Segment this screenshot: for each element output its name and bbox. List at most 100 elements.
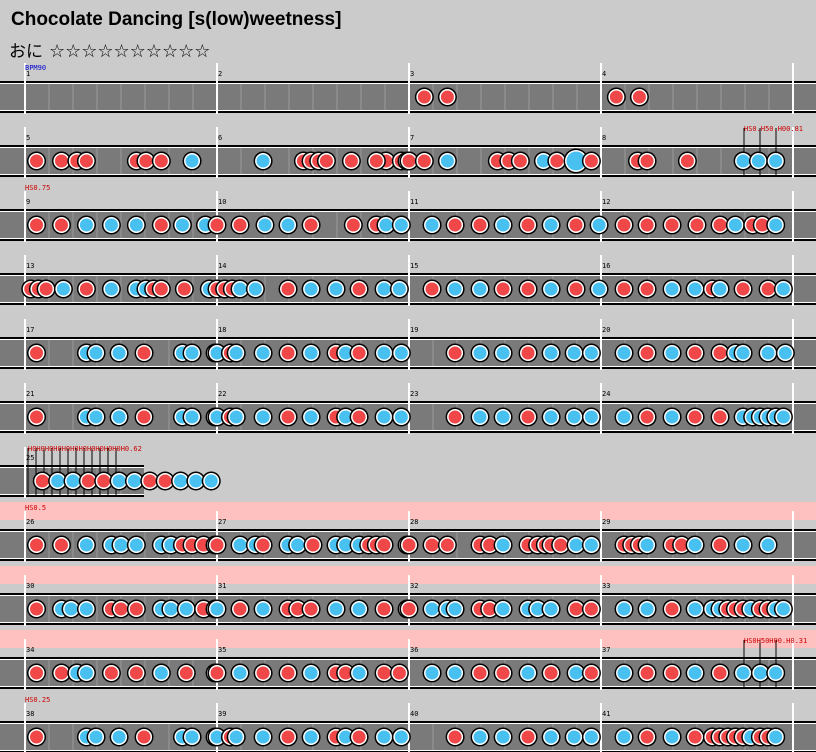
measure-number: 26 <box>26 518 34 526</box>
ka-note <box>473 282 487 296</box>
ka-note <box>114 538 128 552</box>
don-note <box>554 538 568 552</box>
ka-note <box>210 602 224 616</box>
don-note <box>417 90 431 104</box>
don-note <box>473 666 487 680</box>
ka-note <box>473 410 487 424</box>
don-note <box>304 218 318 232</box>
ka-note <box>256 154 270 168</box>
don-note <box>319 154 333 168</box>
ka-note <box>496 602 510 616</box>
ka-note <box>185 154 199 168</box>
ka-note <box>79 218 93 232</box>
don-note <box>79 154 93 168</box>
ka-note <box>281 218 295 232</box>
ka-note <box>104 218 118 232</box>
don-note <box>158 474 172 488</box>
ka-note <box>56 282 70 296</box>
ka-note <box>339 730 353 744</box>
ka-note <box>112 410 126 424</box>
ka-note <box>339 410 353 424</box>
hs-label: HS0.25 <box>25 696 50 704</box>
measure-number: 28 <box>410 518 418 526</box>
ka-note <box>567 346 581 360</box>
measure-number: 24 <box>602 390 610 398</box>
ka-note <box>567 410 581 424</box>
ka-note <box>544 410 558 424</box>
ka-note <box>127 474 141 488</box>
don-note <box>713 346 727 360</box>
don-note <box>521 218 535 232</box>
ka-note <box>210 730 224 744</box>
measure-number: 13 <box>26 262 34 270</box>
song-title: Chocolate Dancing [s(low)weetness] <box>11 9 342 30</box>
don-note <box>256 538 270 552</box>
don-note <box>35 474 49 488</box>
ka-note <box>592 218 606 232</box>
measure-number: 32 <box>410 582 418 590</box>
don-note <box>544 666 558 680</box>
don-note <box>392 666 406 680</box>
ka-note <box>448 282 462 296</box>
ka-note <box>448 602 462 616</box>
ka-note <box>567 730 581 744</box>
ka-note <box>229 410 243 424</box>
ka-note <box>89 346 103 360</box>
ka-note <box>66 474 80 488</box>
don-note <box>352 410 366 424</box>
don-note <box>233 218 247 232</box>
don-note <box>154 154 168 168</box>
measure-number: 14 <box>218 262 226 270</box>
don-note <box>402 538 416 552</box>
measure-number: 1 <box>26 70 30 78</box>
ka-note <box>377 410 391 424</box>
don-note <box>521 346 535 360</box>
ka-note <box>51 474 65 488</box>
ka-note <box>179 602 193 616</box>
ka-note <box>229 730 243 744</box>
don-note <box>352 282 366 296</box>
don-note <box>137 410 151 424</box>
don-note <box>81 474 95 488</box>
don-note <box>688 410 702 424</box>
measure-number: 38 <box>26 710 34 718</box>
ka-note <box>521 666 535 680</box>
don-note <box>640 346 654 360</box>
hs-label: HS0.H50.H00.81 <box>744 125 803 133</box>
don-note <box>339 666 353 680</box>
measure-number: 15 <box>410 262 418 270</box>
hs-label: HS0H50H00.H0.31 <box>744 637 807 645</box>
don-note <box>30 730 44 744</box>
ka-note <box>64 602 78 616</box>
measure-number: 34 <box>26 646 34 654</box>
ka-note <box>496 410 510 424</box>
ka-note <box>617 730 631 744</box>
measure-number: 9 <box>26 198 30 206</box>
ka-note <box>584 538 598 552</box>
don-note <box>256 666 270 680</box>
don-note <box>54 538 68 552</box>
ka-note <box>776 282 790 296</box>
don-note <box>640 218 654 232</box>
don-note <box>761 282 775 296</box>
measure-number: 2 <box>218 70 222 78</box>
ka-note <box>204 474 218 488</box>
don-note <box>425 282 439 296</box>
ka-note <box>769 154 783 168</box>
measure-number: 39 <box>218 710 226 718</box>
don-note <box>483 538 497 552</box>
don-note <box>550 154 564 168</box>
ka-note <box>256 346 270 360</box>
ka-note <box>665 282 679 296</box>
don-note <box>344 154 358 168</box>
don-note <box>713 410 727 424</box>
ka-note <box>496 730 510 744</box>
don-note <box>755 218 769 232</box>
ka-note <box>377 282 391 296</box>
don-note <box>154 282 168 296</box>
ka-note <box>751 154 765 168</box>
ka-note <box>440 154 454 168</box>
don-note <box>281 410 295 424</box>
ka-note <box>448 666 462 680</box>
